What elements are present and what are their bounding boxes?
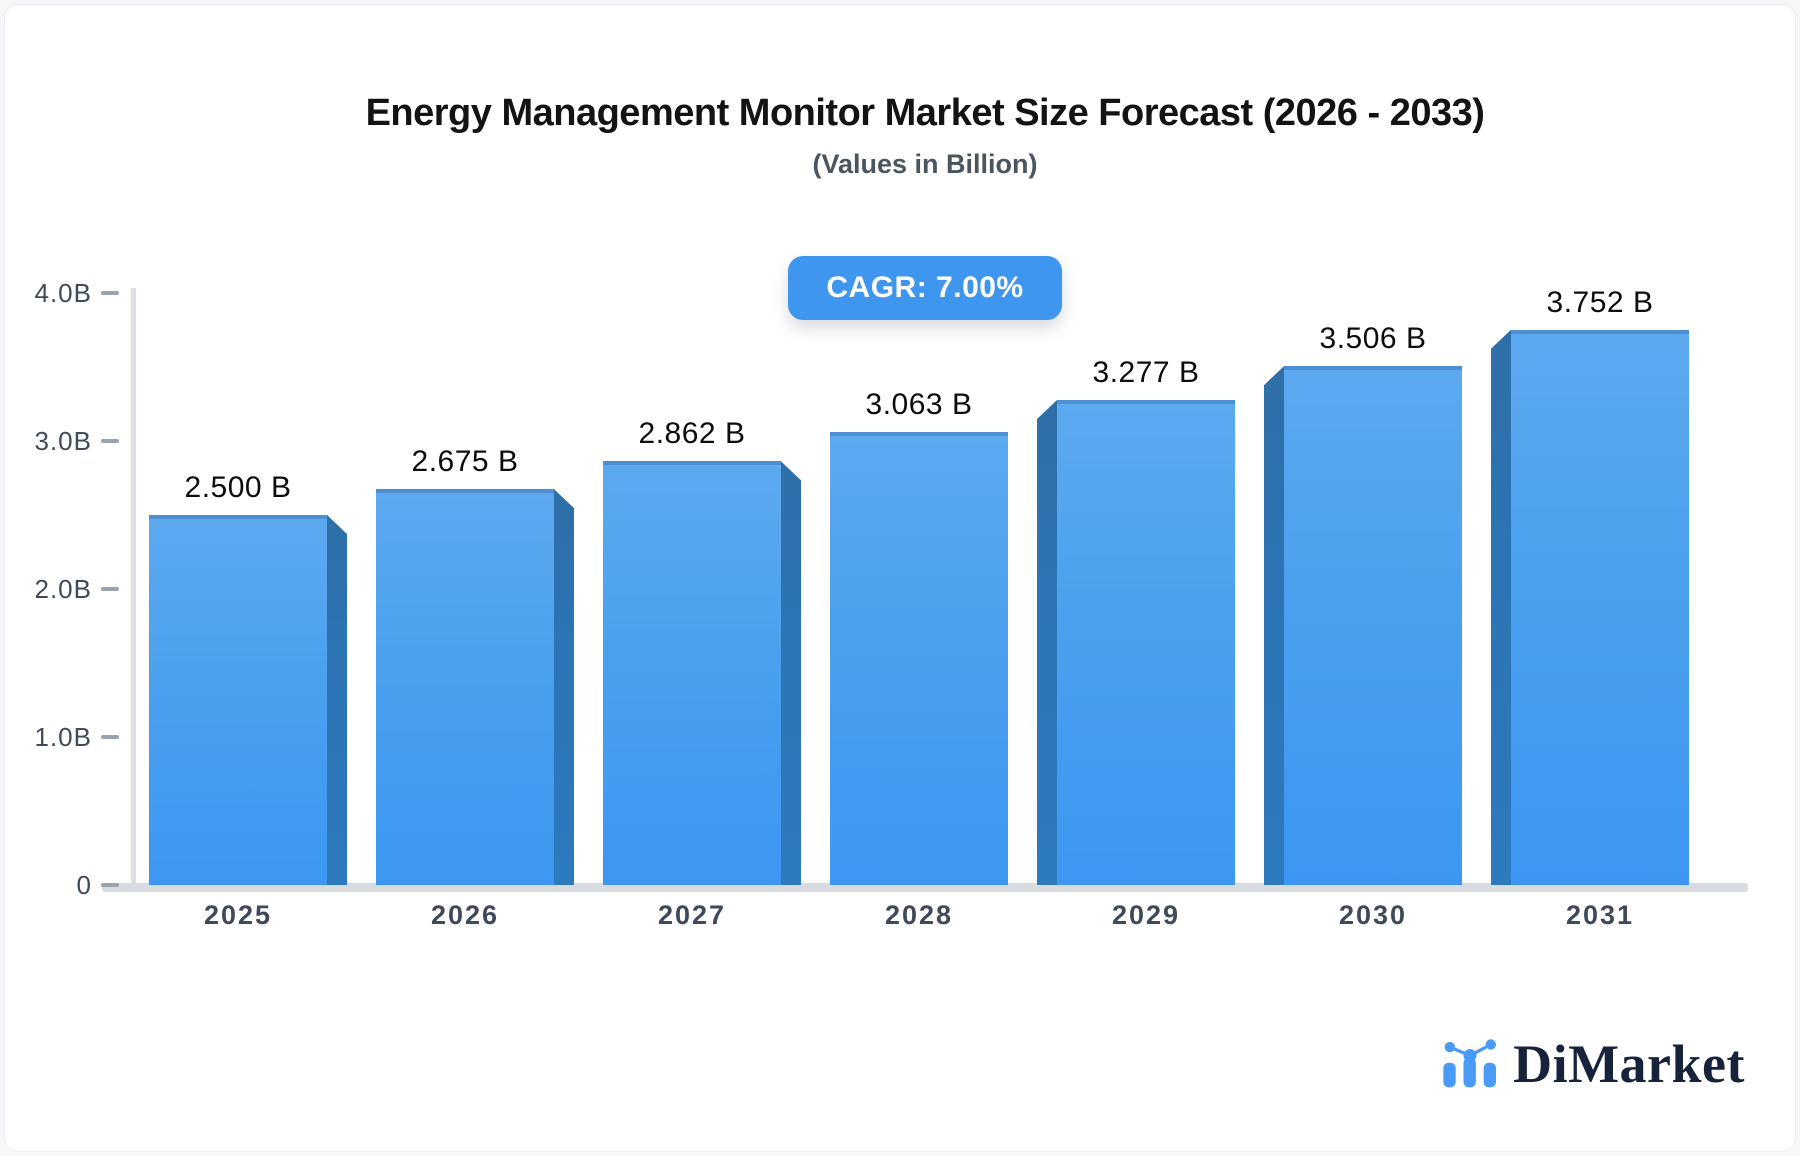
x-axis-baseline bbox=[102, 883, 1748, 892]
bar-side-shadow bbox=[1491, 329, 1511, 885]
bar-2029 bbox=[1057, 400, 1235, 885]
bar-value-label: 3.506 B bbox=[1319, 322, 1427, 356]
bar-2025 bbox=[149, 515, 327, 885]
bar-value-label: 3.277 B bbox=[1092, 356, 1200, 389]
bar-2030 bbox=[1284, 366, 1462, 885]
bar-2031 bbox=[1511, 329, 1689, 885]
y-tick-label: 2.0B bbox=[34, 574, 92, 604]
bar-side-shadow bbox=[554, 489, 574, 885]
bar-2027 bbox=[603, 461, 781, 885]
bar-value-label: 2.500 B bbox=[184, 471, 292, 504]
bar-2028 bbox=[830, 431, 1008, 885]
bar-value-label: 3.063 B bbox=[865, 387, 973, 421]
x-axis-label-2030: 2030 bbox=[1338, 900, 1408, 930]
brand-logo: DiMarket bbox=[1441, 1034, 1745, 1094]
y-tick-label: 4.0B bbox=[34, 278, 92, 308]
y-tick-dash bbox=[101, 439, 119, 443]
bar-value-label: 2.862 B bbox=[638, 417, 746, 451]
y-axis-line bbox=[131, 288, 136, 889]
x-axis-label-2026: 2026 bbox=[430, 900, 500, 930]
y-tick-dash bbox=[101, 735, 119, 739]
y-tick-label: 3.0B bbox=[34, 426, 92, 456]
y-tick-dash bbox=[101, 587, 119, 591]
cagr-badge-row: CAGR: 7.00% bbox=[50, 256, 1800, 320]
bar-side-shadow bbox=[1264, 366, 1284, 885]
x-axis-label-2027: 2027 bbox=[657, 900, 727, 930]
chart-title: Energy Management Monitor Market Size Fo… bbox=[365, 92, 1485, 134]
chart-subtitle: (Values in Billion) bbox=[812, 149, 1038, 179]
bar-value-label: 3.752 B bbox=[1546, 285, 1654, 319]
bar-value-label: 2.675 B bbox=[411, 445, 519, 479]
brand-logo-text: DiMarket bbox=[1513, 1034, 1745, 1094]
bar-2026 bbox=[376, 489, 554, 885]
x-axis-label-2028: 2028 bbox=[884, 900, 954, 930]
y-tick-label: 1.0B bbox=[34, 722, 92, 752]
cagr-badge: CAGR: 7.00% bbox=[788, 256, 1062, 320]
x-axis-label-2025: 2025 bbox=[203, 900, 273, 930]
bar-side-shadow bbox=[1037, 400, 1057, 885]
x-axis-label-2031: 2031 bbox=[1565, 900, 1635, 930]
bar-side-shadow bbox=[327, 515, 347, 885]
bar-side-shadow bbox=[781, 461, 801, 885]
y-tick-label: 0 bbox=[76, 870, 92, 900]
y-tick-dash bbox=[101, 883, 119, 887]
x-axis-label-2029: 2029 bbox=[1111, 900, 1181, 930]
y-tick-dash bbox=[101, 291, 119, 295]
bar-chart-icon bbox=[1443, 1039, 1497, 1088]
chart-header: Energy Management Monitor Market Size Fo… bbox=[50, 92, 1800, 180]
